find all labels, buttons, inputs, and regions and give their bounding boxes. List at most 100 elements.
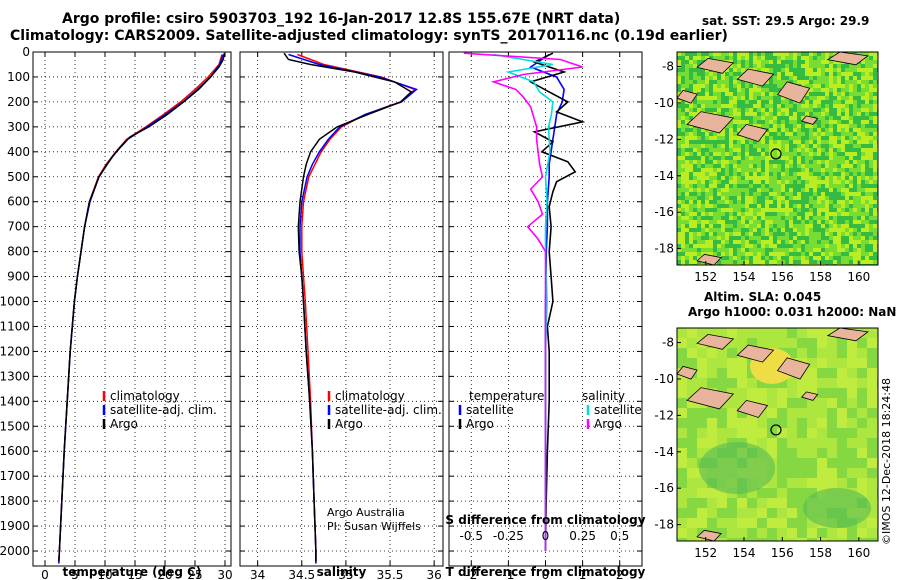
sst-cell	[773, 200, 777, 204]
sst-cell	[729, 248, 733, 252]
sst-cell	[817, 84, 821, 88]
sst-cell	[825, 72, 829, 76]
sst-cell	[765, 152, 769, 156]
sst-cell	[753, 100, 757, 104]
sst-cell	[873, 176, 877, 180]
sst-cell	[801, 172, 805, 176]
sst-cell	[781, 208, 785, 212]
sla-cell	[737, 368, 747, 378]
sla-cell	[837, 528, 847, 538]
sst-cell	[853, 116, 857, 120]
sst-cell	[865, 236, 869, 240]
sst-cell	[849, 216, 853, 220]
sst-cell	[853, 128, 857, 132]
sla-cell	[807, 338, 817, 348]
sst-cell	[681, 252, 685, 256]
sst-cell	[821, 60, 825, 64]
sla-cell	[747, 418, 757, 428]
sla-cell	[757, 488, 767, 498]
sst-cell	[737, 128, 741, 132]
sst-cell	[801, 120, 805, 124]
sst-cell	[849, 192, 853, 196]
sst-cell	[705, 180, 709, 184]
sst-cell	[805, 132, 809, 136]
sst-cell	[813, 156, 817, 160]
sla-cell	[757, 428, 767, 438]
sla-land-outline	[826, 328, 869, 342]
sst-cell	[833, 236, 837, 240]
sst-cell	[717, 132, 721, 136]
sst-cell	[809, 52, 813, 56]
temp-ytick-label: 1000	[0, 295, 30, 309]
sst-cell	[749, 112, 753, 116]
sst-cell	[837, 124, 841, 128]
sla-cell	[717, 378, 727, 388]
sst-cell	[841, 240, 845, 244]
sst-cell	[757, 200, 761, 204]
sst-cell	[749, 252, 753, 256]
sst-cell	[677, 228, 681, 232]
sst-cell	[837, 76, 841, 80]
sst-cell	[697, 60, 701, 64]
sst-cell	[861, 192, 865, 196]
sst-cell	[733, 120, 737, 124]
sla-cell	[857, 388, 867, 398]
sst-cell	[725, 232, 729, 236]
sst-cell	[841, 84, 845, 88]
sst-cell	[861, 236, 865, 240]
sst-cell	[705, 240, 709, 244]
sst-cell	[745, 104, 749, 108]
sst-cell	[849, 248, 853, 252]
sla-cell	[797, 388, 807, 398]
sst-cell	[697, 256, 701, 260]
sst-cell	[789, 72, 793, 76]
sst-cell	[753, 104, 757, 108]
sst-cell	[853, 176, 857, 180]
sst-cell	[685, 88, 689, 92]
sst-cell	[829, 220, 833, 224]
sst-cell	[857, 68, 861, 72]
sst-cell	[769, 56, 773, 60]
sst-cell	[765, 64, 769, 68]
sst-cell	[845, 144, 849, 148]
sst-cell	[869, 260, 873, 264]
sst-cell	[725, 204, 729, 208]
sla-cell	[817, 388, 827, 398]
sst-cell	[765, 92, 769, 96]
sst-cell	[765, 164, 769, 168]
sst-cell	[869, 152, 873, 156]
sst-cell	[701, 200, 705, 204]
sst-cell	[701, 172, 705, 176]
sst-cell	[861, 84, 865, 88]
sst-cell	[745, 200, 749, 204]
sst-cell	[757, 256, 761, 260]
sla-ytick-label: -14	[654, 445, 674, 459]
sst-cell	[757, 124, 761, 128]
sst-land-outline	[826, 52, 869, 66]
sst-cell	[873, 164, 877, 168]
sla-cell	[687, 468, 697, 478]
sst-cell	[769, 144, 773, 148]
diff-xtick-label: 0	[542, 568, 550, 580]
sla-cell	[867, 438, 877, 448]
sst-cell	[681, 232, 685, 236]
sla-cell	[677, 438, 687, 448]
sst-cell	[709, 200, 713, 204]
sst-cell	[681, 116, 685, 120]
sla-cell	[767, 508, 777, 518]
sst-cell	[677, 248, 681, 252]
sst-cell	[789, 148, 793, 152]
sst-cell	[861, 196, 865, 200]
temp-ytick-label: 1600	[0, 444, 30, 458]
sla-ytick-label: -8	[662, 336, 674, 350]
diff-xtick-label: 1	[579, 568, 587, 580]
sst-cell	[777, 64, 781, 68]
sst-cell	[813, 196, 817, 200]
sst-cell	[773, 124, 777, 128]
sst-cell	[761, 220, 765, 224]
sst-cell	[725, 108, 729, 112]
sla-cell	[807, 428, 817, 438]
sst-cell	[741, 232, 745, 236]
sst-cell	[713, 244, 717, 248]
sst-cell	[869, 244, 873, 248]
